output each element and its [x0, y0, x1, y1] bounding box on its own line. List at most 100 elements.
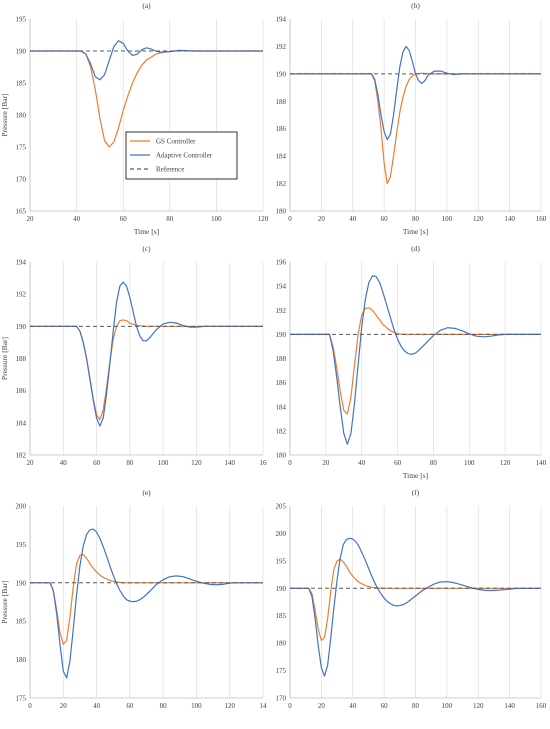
y-axis-label: Pressure [Bar]: [0, 93, 9, 136]
x-tick-label: 160: [536, 702, 547, 710]
chart-panel-4: 0 20 40 60 80 100 120 140 180 182 184 186 188 190 192 1…: [276, 244, 547, 480]
series-line-gs: [290, 72, 541, 185]
y-tick-label: 195: [276, 557, 287, 565]
panel-title: (b): [411, 1, 420, 10]
y-tick-label: 170: [276, 695, 287, 703]
y-tick-label: 188: [16, 355, 27, 363]
y-axis-label: Pressure [Bar]: [0, 580, 9, 623]
x-tick-label: 120: [500, 459, 511, 467]
chart-panel-2: 0 20 40 60 80 100 120 140 160 180 182 184 186 188 190 1…: [276, 1, 547, 236]
y-tick-label: 180: [276, 452, 287, 460]
y-tick-label: 195: [16, 16, 27, 24]
y-tick-label: 200: [276, 530, 287, 538]
series-line-gs: [30, 319, 263, 421]
chart-panel-1: 20 40 60 80 100 120 165 170 175 180 185 190 195 (a) Ti…: [0, 1, 269, 236]
legend-label-adaptive: Adaptive Controller: [156, 152, 213, 160]
x-axis-label: Time [s]: [403, 471, 428, 480]
y-tick-label: 188: [276, 98, 287, 106]
y-tick-label: 186: [276, 125, 287, 133]
x-tick-label: 20: [27, 459, 35, 467]
x-tick-label: 40: [73, 215, 81, 223]
legend-box: [125, 131, 238, 180]
x-tick-label: 20: [318, 702, 326, 710]
chart-panel-6: 0 20 40 60 80 100 120 140 160 170 175 180 185 190 195 2…: [276, 488, 547, 710]
x-tick-label: 40: [349, 702, 357, 710]
x-tick-label: 0: [28, 702, 32, 710]
x-tick-label: 120: [224, 702, 235, 710]
x-tick-label: 16: [260, 459, 268, 467]
x-tick-label: 0: [288, 702, 292, 710]
x-tick-label: 20: [27, 215, 35, 223]
x-tick-label: 100: [211, 215, 222, 223]
y-tick-label: 175: [16, 695, 27, 703]
legend-label-reference: Reference: [156, 166, 184, 174]
panel-title: (f): [412, 488, 420, 497]
series-line-adaptive: [290, 45, 541, 141]
series-line-adaptive: [30, 528, 263, 679]
x-axis-label: Time [s]: [134, 227, 159, 236]
panel-title: (d): [411, 244, 420, 253]
x-tick-label: 60: [120, 215, 128, 223]
x-tick-label: 100: [158, 459, 169, 467]
legend: GS Controller Adaptive Controller Referenc…: [125, 131, 238, 180]
x-tick-label: 60: [93, 459, 101, 467]
x-tick-label: 80: [126, 459, 134, 467]
chart-panel-3: 20 40 60 80 100 120 140 16 182 184 186 188 190 192 194…: [0, 244, 267, 467]
x-tick-label: 40: [60, 459, 68, 467]
x-tick-label: 60: [126, 702, 134, 710]
x-tick-label: 140: [536, 459, 547, 467]
x-tick-label: 0: [288, 215, 292, 223]
y-tick-label: 194: [276, 16, 287, 24]
y-tick-label: 182: [16, 452, 27, 460]
y-tick-label: 190: [276, 585, 287, 593]
x-tick-label: 60: [381, 702, 389, 710]
x-tick-label: 160: [536, 215, 547, 223]
x-tick-label: 120: [191, 459, 202, 467]
x-tick-label: 80: [430, 459, 438, 467]
panel-title: (a): [142, 1, 151, 10]
x-tick-label: 100: [442, 702, 453, 710]
y-tick-label: 190: [276, 331, 287, 339]
x-tick-label: 100: [442, 215, 453, 223]
x-tick-label: 40: [349, 215, 357, 223]
y-tick-label: 184: [276, 153, 287, 161]
x-tick-label: 20: [318, 215, 326, 223]
y-tick-label: 186: [16, 387, 27, 395]
y-tick-label: 180: [276, 640, 287, 648]
y-tick-label: 186: [276, 379, 287, 387]
x-tick-label: 140: [224, 459, 235, 467]
y-tick-label: 185: [276, 612, 287, 620]
series-line-adaptive: [290, 537, 541, 677]
x-tick-label: 14: [260, 702, 268, 710]
y-tick-label: 170: [16, 176, 27, 184]
x-tick-label: 80: [160, 702, 168, 710]
y-tick-label: 192: [16, 291, 27, 299]
y-tick-label: 195: [16, 541, 27, 549]
x-tick-label: 60: [394, 459, 402, 467]
y-tick-label: 190: [276, 70, 287, 78]
y-tick-label: 192: [276, 307, 287, 315]
y-tick-label: 194: [276, 283, 287, 291]
panel-title: (e): [142, 488, 151, 497]
x-tick-label: 60: [381, 215, 389, 223]
y-tick-label: 175: [16, 144, 27, 152]
y-tick-label: 205: [276, 503, 287, 511]
y-axis-label: Pressure [Bar]: [0, 337, 9, 380]
x-axis-label: Time [s]: [403, 227, 428, 236]
panel-title: (c): [142, 244, 151, 253]
y-tick-label: 196: [276, 259, 287, 267]
x-tick-label: 20: [322, 459, 330, 467]
y-tick-label: 190: [16, 323, 27, 331]
x-tick-label: 100: [464, 459, 475, 467]
x-tick-label: 120: [473, 702, 484, 710]
series-line-gs: [290, 307, 541, 415]
x-tick-label: 100: [191, 702, 202, 710]
y-tick-label: 190: [16, 48, 27, 56]
legend-label-gs: GS Controller: [156, 138, 196, 146]
y-tick-label: 180: [16, 656, 27, 664]
y-tick-label: 175: [276, 667, 287, 675]
x-tick-label: 0: [288, 459, 292, 467]
x-tick-label: 80: [166, 215, 174, 223]
y-tick-label: 180: [16, 112, 27, 120]
